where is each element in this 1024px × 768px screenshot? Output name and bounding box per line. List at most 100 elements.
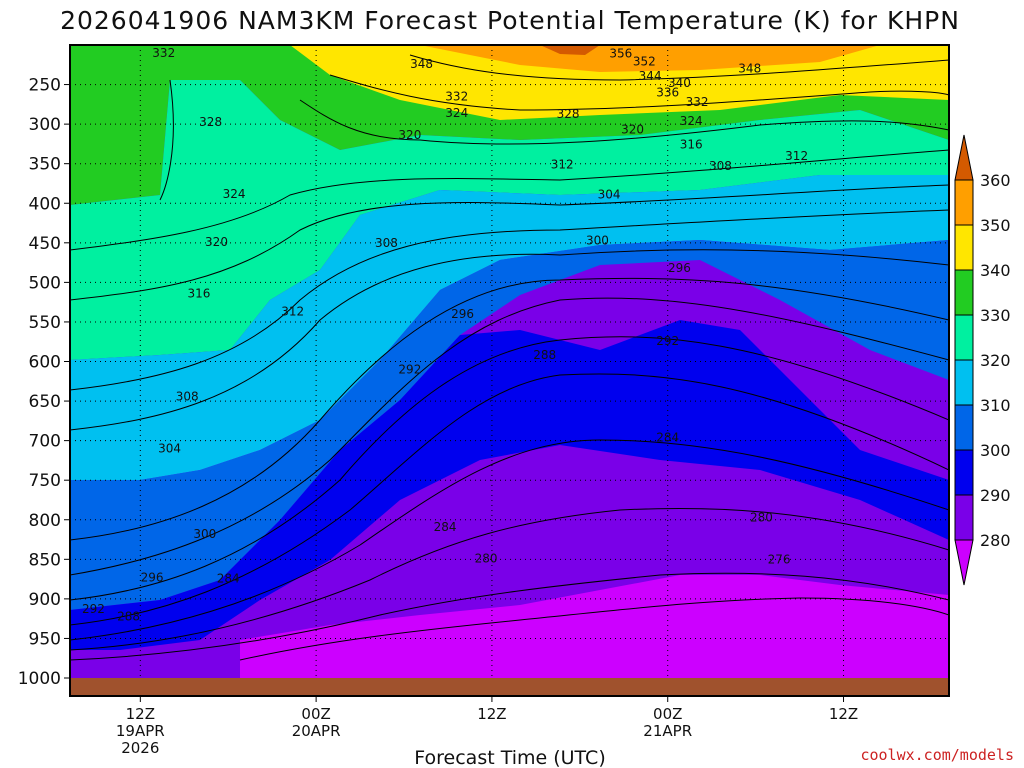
y-tick-label: 500 — [29, 273, 61, 293]
contour-label: 340 — [668, 76, 691, 90]
colorbar-segment — [954, 314, 974, 361]
colorbar-label: 290 — [980, 486, 1011, 505]
chart-title: 2026041906 NAM3KM Forecast Potential Tem… — [60, 6, 960, 35]
contour-line — [70, 373, 949, 626]
band-290 — [70, 320, 949, 650]
y-tick-label: 350 — [29, 155, 61, 175]
y-tick-label: 950 — [29, 629, 61, 649]
y-tick-label: 750 — [29, 471, 61, 491]
colorbar-segment — [954, 494, 974, 541]
contour-line — [70, 439, 949, 641]
colorbar-label: 350 — [980, 216, 1011, 235]
contour-label: 280 — [750, 510, 773, 524]
colorbar-label: 310 — [980, 396, 1011, 415]
contour-label: 292 — [82, 602, 105, 616]
contour-label: 352 — [633, 55, 656, 69]
contour-label: 304 — [598, 188, 621, 202]
contour-label: 328 — [199, 115, 222, 129]
contour-label: 276 — [768, 552, 791, 566]
contour-label: 312 — [281, 305, 304, 319]
contour-label: 292 — [656, 334, 679, 348]
colorbar-segment — [954, 359, 974, 406]
contour-label: 284 — [434, 520, 457, 534]
contour-label: 300 — [193, 527, 216, 541]
x-tick-date: 20APR — [292, 722, 341, 740]
x-axis-label: Forecast Time (UTC) — [414, 747, 605, 768]
y-axis: 250 300 350 400 450 500 550 600 650 700 750 800 850 9… — [18, 76, 70, 689]
contour-label: 300 — [586, 233, 609, 247]
contour-line — [299, 99, 949, 145]
y-tick-label: 1000 — [18, 669, 61, 689]
y-tick-label: 700 — [29, 432, 61, 452]
colorbar-label: 340 — [980, 261, 1011, 280]
contour-label: 316 — [680, 138, 703, 152]
band-320 — [70, 80, 949, 360]
contour-line — [239, 597, 949, 661]
credit-link[interactable]: coolwx.com/models — [860, 746, 1014, 764]
contour-label: 280 — [475, 552, 498, 566]
colorbar-segment — [954, 179, 974, 226]
contour-line — [159, 79, 174, 201]
y-tick-label: 650 — [29, 392, 61, 412]
colorbar-bottom-arrow — [954, 539, 974, 586]
contour-label: 288 — [117, 609, 140, 623]
contour-label: 308 — [375, 236, 398, 250]
x-tick-label: 00Z — [301, 705, 330, 723]
contour-label: 316 — [187, 286, 210, 300]
contour-line — [70, 184, 949, 301]
contour-label: 308 — [176, 389, 199, 403]
contour-label: 284 — [656, 430, 679, 444]
contour-label: 356 — [609, 47, 632, 61]
contour-line — [409, 54, 949, 81]
contour-label: 336 — [656, 85, 679, 99]
colorbar: 360 350 340 330 320 310 300 290 280 — [954, 134, 1011, 586]
colorbar-top-arrow — [954, 134, 974, 181]
contour-line — [70, 572, 949, 661]
contour-line — [70, 336, 949, 601]
x-tick-label: 12Z — [126, 705, 155, 723]
x-tick-year: 2026 — [121, 739, 159, 757]
colorbar-label: 330 — [980, 306, 1011, 325]
contour-label: 324 — [445, 106, 468, 120]
contour-line — [329, 74, 949, 111]
colorbar-label: 360 — [980, 171, 1011, 190]
contour-label: 348 — [738, 62, 761, 76]
contour-line — [70, 249, 949, 431]
plot-area — [70, 45, 949, 678]
colorbar-label: 320 — [980, 351, 1011, 370]
contour-label: 328 — [557, 107, 580, 121]
y-tick-label: 800 — [29, 511, 61, 531]
contour-line — [70, 297, 949, 576]
contour-label: 296 — [141, 571, 164, 585]
contour-label: 324 — [680, 114, 703, 128]
y-tick-label: 400 — [29, 194, 61, 214]
x-tick-date: 21APR — [643, 722, 692, 740]
contour-label: 320 — [205, 235, 228, 249]
contour-line — [70, 209, 949, 391]
contour-label: 332 — [152, 46, 175, 60]
colorbar-label: 300 — [980, 441, 1011, 460]
contour-label: 312 — [785, 149, 808, 163]
x-tick-date: 19APR — [116, 722, 165, 740]
band-300 — [70, 240, 949, 610]
y-tick-label: 300 — [29, 115, 61, 135]
ground-strip — [70, 678, 949, 696]
band-310 — [70, 175, 949, 480]
colorbar-segment — [954, 404, 974, 451]
band-280 — [240, 575, 949, 678]
contour-label: 284 — [217, 571, 240, 585]
colorbar-label: 280 — [980, 531, 1011, 550]
contour-label: 308 — [709, 159, 732, 173]
y-tick-label: 900 — [29, 590, 61, 610]
contour-label: 296 — [668, 261, 691, 275]
contour-label: 344 — [639, 69, 662, 83]
contour-label: 288 — [533, 348, 556, 362]
contour-label: 292 — [398, 362, 421, 376]
band-350 — [420, 45, 880, 72]
colorbar-segment — [954, 449, 974, 496]
plot-frame — [69, 44, 950, 697]
contour-line — [70, 507, 949, 651]
